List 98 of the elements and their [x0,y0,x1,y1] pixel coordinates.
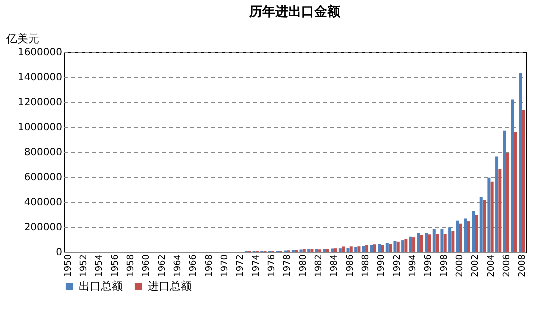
bar [514,132,518,252]
bar [472,211,476,252]
bar [409,236,412,252]
bar [342,246,346,252]
y-axis-title: 亿美元 [6,32,40,46]
y-tick-label: 200000 [24,222,62,234]
bar [436,234,440,252]
x-tick-label: 1954 [95,254,106,278]
x-tick-label: 1986 [346,254,356,278]
bar [428,234,432,252]
y-tick-label: 1600000 [18,48,62,58]
bar [338,248,342,252]
bar [460,224,463,252]
bar [331,248,334,252]
bar [412,238,416,252]
bar [511,100,514,252]
legend-label: 出口总额 [79,280,123,293]
x-tick-label: 1996 [424,254,434,278]
bar [506,153,510,252]
x-tick-label: 1962 [158,254,168,278]
x-tick-label: 1956 [110,254,121,278]
x-tick-label: 1950 [64,254,74,278]
bar [444,234,447,252]
bar [496,156,499,252]
bar [475,215,478,252]
x-tick-label: 1978 [283,254,294,278]
x-tick-label: 1984 [330,254,340,278]
bar [373,244,376,252]
legend-label: 进口总额 [148,280,192,293]
bar [323,249,326,252]
bar [483,200,486,252]
x-tick-label: 1980 [298,254,309,278]
x-tick-label: 2000 [455,254,466,278]
x-tick-label: 2002 [471,254,482,278]
bar [310,249,314,252]
bar [358,246,361,252]
chart-title: 历年进出口金额 [248,4,342,20]
bar [334,248,338,252]
bar [448,228,452,252]
bar [378,244,382,252]
y-tick-label: 1400000 [18,72,62,84]
x-tick-label: 1966 [189,254,200,278]
bar [370,245,374,252]
bar [467,222,470,252]
bar [366,245,369,252]
bar [480,197,483,252]
bar [432,229,436,252]
bar [464,218,468,252]
x-tick-label: 1994 [408,254,418,278]
y-tick-label: 600000 [24,172,62,184]
x-tick-label: 1992 [392,254,403,278]
y-tick-label: 1200000 [18,98,62,108]
bar [490,182,494,252]
x-tick-label: 1960 [142,254,152,278]
bar [488,178,491,252]
bar [350,246,353,252]
x-tick-label: 1982 [314,254,324,278]
bar [420,235,424,252]
x-tick-label: 1974 [252,254,262,278]
bar [346,248,350,252]
bar [452,231,455,252]
x-tick-label: 1988 [361,254,372,278]
x-tick-label: 1972 [236,254,246,278]
bar [425,233,428,252]
bar [354,247,358,252]
y-tick-label: 400000 [24,198,62,208]
x-tick-label: 1990 [377,254,388,278]
bar [522,110,526,252]
x-tick-label: 2004 [486,254,497,278]
x-tick-label: 1964 [174,254,184,278]
bar [396,242,400,252]
bar [404,239,408,252]
bar [386,243,389,252]
x-tick-label: 2008 [518,254,528,278]
x-tick-label: 1958 [126,254,137,278]
bar [394,241,397,252]
x-tick-label: 1976 [268,254,278,278]
x-tick-label: 1968 [204,254,215,278]
x-tick-label: 1998 [440,254,450,278]
x-tick-label: 1970 [220,254,231,278]
bar [362,246,366,252]
bar [308,249,311,252]
y-tick-label: 800000 [24,148,62,158]
bar [440,229,444,252]
bar [498,170,502,252]
x-tick-label: 2006 [502,254,512,278]
bar [315,249,318,252]
y-tick-label: 0 [56,248,62,258]
bar [381,245,384,252]
bar [456,220,460,252]
bar [503,130,506,252]
x-tick-label: 1952 [80,254,90,278]
bar [402,240,405,252]
y-tick-label: 1000000 [18,122,62,134]
bar [417,233,420,252]
bar [326,249,330,252]
bar [389,244,392,252]
bar [519,73,522,252]
